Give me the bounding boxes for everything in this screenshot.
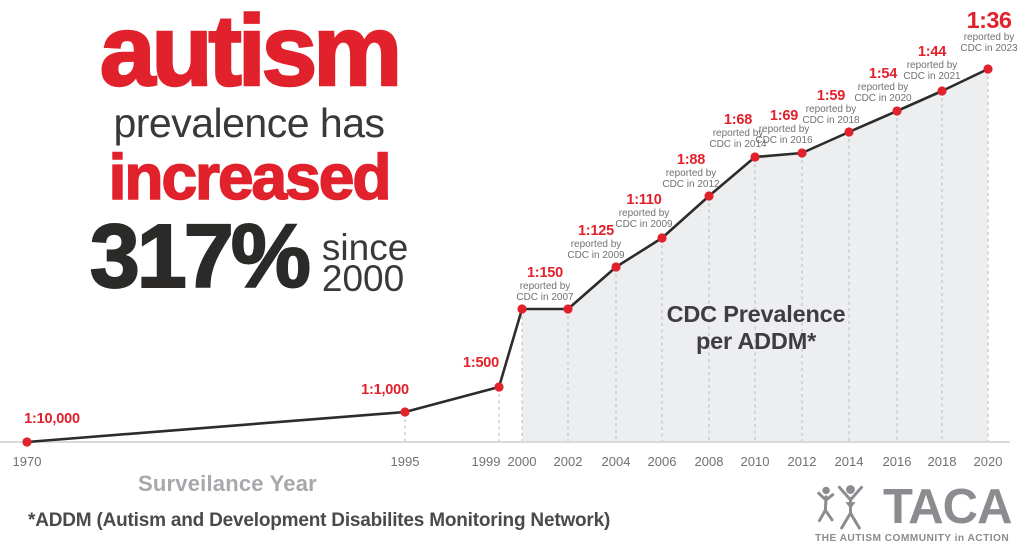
headline-word-autism: autism [99,0,404,107]
data-point-1970 [22,437,32,447]
x-axis-title: Surveilance Year [138,471,317,496]
ratio-value: 1:59 [816,88,846,104]
reported-by-note: reported by [963,32,1015,43]
ratio-value: 1:110 [626,192,662,208]
reported-by-note: reported by [519,281,571,292]
reported-by-note: CDC in 2020 [854,92,912,104]
since-year: 2000 [321,258,405,299]
x-tick-2014: 2014 [834,454,864,469]
reported-by-note: CDC in 2009 [567,249,625,261]
taca-wordmark: TACA [883,480,1012,534]
reported-by-note: reported by [857,82,909,93]
data-point-2012 [797,148,807,158]
x-tick-2004: 2004 [601,454,631,469]
reported-by-note: CDC in 2021 [903,70,961,82]
ratio-value: 1:150 [526,265,564,281]
reported-by-note: CDC in 2016 [755,134,813,146]
data-point-2004 [611,262,621,272]
ratio-label-1970: 1:10,000 [24,411,80,428]
stat-317-percent: 317% [89,207,312,307]
data-point-2020 [983,64,993,74]
x-tick-2010: 2010 [740,454,770,469]
ratio-label-2008: 1:88 reported by CDC in 2012 [662,152,720,190]
ratio-value: 1:54 [868,66,898,82]
x-tick-2002: 2002 [553,454,583,469]
taca-tagline: THE AUTISM COMMUNITY in ACTION [815,533,1010,544]
data-point-2010 [750,152,760,162]
ratio-label-1995: 1:1,000 [361,382,409,399]
reported-by-note: reported by [758,124,810,135]
ratio-value: 1:1,000 [361,382,409,398]
data-point-2006 [657,233,667,243]
reported-by-note: CDC in 2018 [802,114,860,126]
ratio-label-1999: 1:500 [462,355,500,372]
ratio-label-2016: 1:54 reported by CDC in 2020 [854,66,912,104]
cdc-prevalence-annotation: CDC Prevalence per ADDM* [667,301,846,355]
reported-by-note: reported by [906,60,958,71]
x-tick-2020: 2020 [973,454,1003,469]
reported-by-note: reported by [618,208,670,219]
prevalence-trend-line [25,67,990,444]
ratio-value: 1:36 [966,7,1012,33]
x-tick-1970: 1970 [12,454,42,469]
annotation-line2: per ADDM* [695,328,817,354]
reported-by-note: CDC in 2012 [662,178,720,190]
since-2000-label: since 2000 [322,229,408,297]
ratio-value: 1:125 [577,223,615,239]
data-point-1999 [494,382,504,392]
headline-stat-row: 317% since 2000 [58,207,440,307]
data-point-2008 [704,191,714,201]
x-tick-2008: 2008 [694,454,724,469]
ratio-value: 1:44 [917,44,947,60]
headline-word-increased: increased [108,141,392,213]
x-tick-1999: 1999 [471,454,501,469]
reported-by-note: reported by [712,128,764,139]
reported-by-note: reported by [805,104,857,115]
x-tick-1995: 1995 [390,454,420,469]
data-point-1995 [400,407,410,417]
ratio-value: 1:88 [676,152,706,168]
reported-by-note: CDC in 2023 [960,42,1018,54]
ratio-value: 1:10,000 [24,411,80,427]
ratio-value: 1:69 [769,108,799,124]
data-point-2014 [844,127,854,137]
ratio-label-2006: 1:110 reported by CDC in 2009 [615,192,673,230]
addm-footnote: *ADDM (Autism and Development Disabilite… [28,510,611,531]
data-point-2002 [563,304,573,314]
ratio-label-2004: 1:125 reported by CDC in 2009 [567,223,625,261]
data-point-2018 [937,86,947,96]
reported-by-note: CDC in 2014 [709,138,767,150]
ratio-label-2010: 1:68 reported by CDC in 2014 [709,112,767,150]
x-tick-2006: 2006 [647,454,677,469]
x-tick-2018: 2018 [927,454,957,469]
data-point-2016 [892,106,902,116]
x-tick-2016: 2016 [882,454,912,469]
ratio-label-2000: 1:150 reported by CDC in 2007 [516,265,574,303]
reported-by-note: CDC in 2009 [615,218,673,230]
taca-stick-figures-icon [817,485,864,530]
ratio-value: 1:500 [462,355,500,371]
reported-by-note: CDC in 2007 [516,291,574,303]
ratio-label-2014: 1:59 reported by CDC in 2018 [802,88,860,126]
data-point-2000 [517,304,527,314]
x-tick-2012: 2012 [787,454,817,469]
ratio-label-2012: 1:69 reported by CDC in 2016 [755,108,813,146]
reported-by-note: reported by [570,239,622,250]
taca-logo: TACA THE AUTISM COMMUNITY in ACTION [815,480,1017,545]
ratio-label-2018: 1:44 reported by CDC in 2021 [903,44,961,82]
ratio-value: 1:68 [723,112,753,128]
headline-block: autism prevalence has increased 317% sin… [58,0,440,307]
reported-by-note: reported by [665,168,717,179]
x-tick-2000: 2000 [507,454,537,469]
annotation-line1: CDC Prevalence [666,301,846,327]
since-word: since [321,227,409,268]
headline-line-prevalence: prevalence has [113,100,385,146]
ratio-label-2020: 1:36 reported by CDC in 2023 [960,7,1018,54]
